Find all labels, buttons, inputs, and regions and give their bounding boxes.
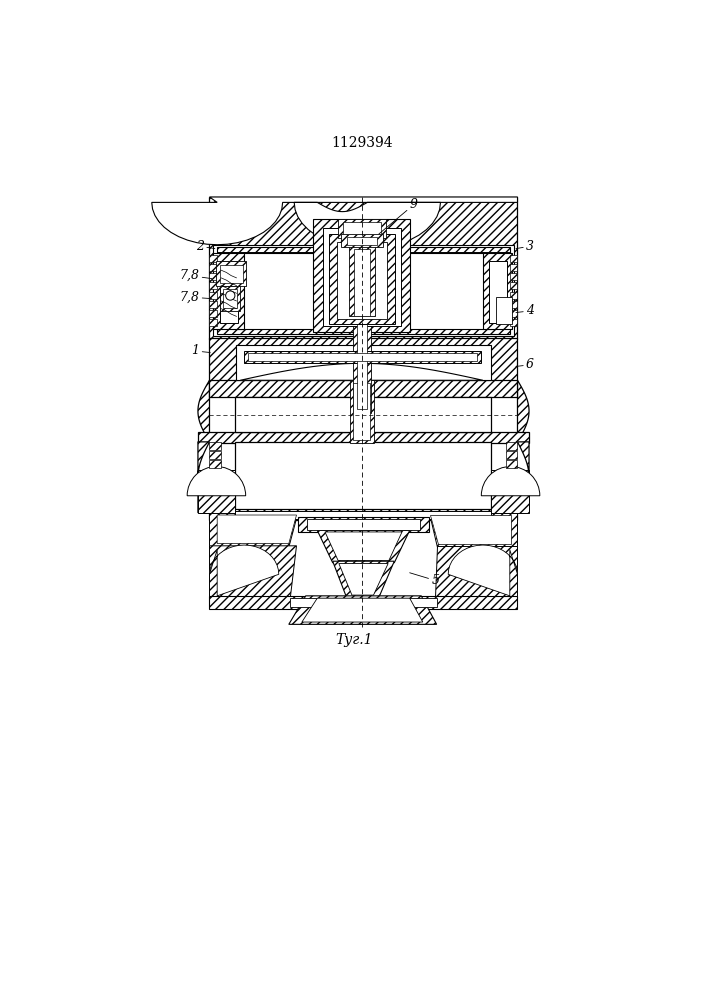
Polygon shape — [510, 301, 518, 308]
Polygon shape — [510, 273, 518, 280]
Polygon shape — [333, 561, 395, 597]
Polygon shape — [223, 289, 238, 308]
Polygon shape — [198, 442, 235, 513]
Polygon shape — [322, 228, 402, 326]
Text: 7,8: 7,8 — [180, 291, 212, 304]
Polygon shape — [233, 253, 494, 329]
Polygon shape — [209, 546, 296, 597]
Polygon shape — [489, 261, 508, 323]
Polygon shape — [510, 264, 518, 271]
Polygon shape — [214, 253, 244, 329]
Polygon shape — [298, 517, 429, 532]
Polygon shape — [209, 513, 298, 547]
Polygon shape — [219, 265, 243, 283]
Polygon shape — [209, 319, 217, 326]
Polygon shape — [429, 513, 518, 547]
Polygon shape — [339, 564, 388, 595]
Polygon shape — [209, 255, 217, 262]
Polygon shape — [198, 432, 529, 443]
Polygon shape — [217, 515, 296, 544]
Polygon shape — [209, 460, 221, 468]
Polygon shape — [510, 310, 518, 317]
Polygon shape — [209, 292, 217, 299]
Polygon shape — [510, 319, 518, 326]
Polygon shape — [338, 219, 386, 238]
Polygon shape — [209, 301, 217, 308]
Polygon shape — [219, 286, 240, 311]
Polygon shape — [354, 249, 370, 316]
Polygon shape — [235, 511, 491, 519]
Text: 4: 4 — [516, 304, 534, 317]
Polygon shape — [491, 442, 529, 513]
Polygon shape — [288, 596, 437, 624]
Polygon shape — [354, 383, 370, 440]
Polygon shape — [248, 353, 477, 361]
Text: 6: 6 — [516, 358, 534, 371]
Text: 3: 3 — [516, 240, 534, 253]
Wedge shape — [481, 466, 540, 496]
Polygon shape — [351, 380, 373, 443]
Polygon shape — [510, 292, 518, 299]
Text: 9: 9 — [379, 198, 418, 234]
Polygon shape — [209, 451, 221, 459]
Polygon shape — [209, 380, 518, 397]
Polygon shape — [235, 442, 491, 513]
Polygon shape — [317, 530, 409, 563]
Polygon shape — [240, 363, 483, 380]
Text: 1129394: 1129394 — [331, 136, 393, 150]
Polygon shape — [308, 519, 420, 530]
Polygon shape — [209, 273, 217, 280]
Polygon shape — [302, 598, 423, 622]
Text: Τуг.1: Τуг.1 — [336, 633, 373, 647]
Text: 7,8: 7,8 — [180, 269, 212, 282]
Polygon shape — [209, 282, 217, 289]
Polygon shape — [329, 234, 395, 324]
Polygon shape — [209, 596, 518, 609]
Polygon shape — [236, 345, 491, 380]
Polygon shape — [356, 222, 368, 409]
Polygon shape — [343, 222, 381, 234]
Polygon shape — [219, 261, 238, 323]
Polygon shape — [518, 380, 529, 442]
Polygon shape — [341, 234, 382, 247]
Polygon shape — [435, 546, 518, 597]
Wedge shape — [187, 466, 246, 496]
Text: 1: 1 — [192, 344, 210, 358]
Polygon shape — [209, 264, 217, 271]
Polygon shape — [506, 442, 518, 450]
Polygon shape — [431, 515, 510, 544]
Polygon shape — [235, 397, 491, 432]
Polygon shape — [506, 460, 518, 468]
Polygon shape — [291, 598, 437, 607]
Polygon shape — [198, 380, 209, 442]
Polygon shape — [510, 282, 518, 289]
Circle shape — [226, 291, 235, 300]
Polygon shape — [483, 253, 512, 329]
Polygon shape — [313, 219, 411, 332]
Text: 5: 5 — [409, 573, 439, 587]
Polygon shape — [244, 351, 481, 363]
Polygon shape — [337, 242, 387, 319]
Polygon shape — [209, 545, 279, 596]
Polygon shape — [217, 247, 510, 334]
Polygon shape — [214, 245, 514, 336]
Polygon shape — [491, 470, 529, 513]
Polygon shape — [209, 442, 221, 450]
Polygon shape — [346, 237, 378, 245]
Polygon shape — [325, 532, 402, 560]
Polygon shape — [510, 255, 518, 262]
Text: 2: 2 — [196, 240, 215, 253]
Polygon shape — [209, 509, 518, 520]
Polygon shape — [198, 470, 235, 513]
Polygon shape — [152, 197, 518, 249]
Polygon shape — [209, 310, 217, 317]
Polygon shape — [353, 219, 371, 413]
Polygon shape — [506, 451, 518, 459]
Polygon shape — [216, 261, 246, 286]
Polygon shape — [496, 297, 512, 324]
Polygon shape — [349, 245, 375, 316]
Polygon shape — [209, 197, 518, 339]
Polygon shape — [209, 338, 518, 382]
Polygon shape — [448, 545, 518, 596]
